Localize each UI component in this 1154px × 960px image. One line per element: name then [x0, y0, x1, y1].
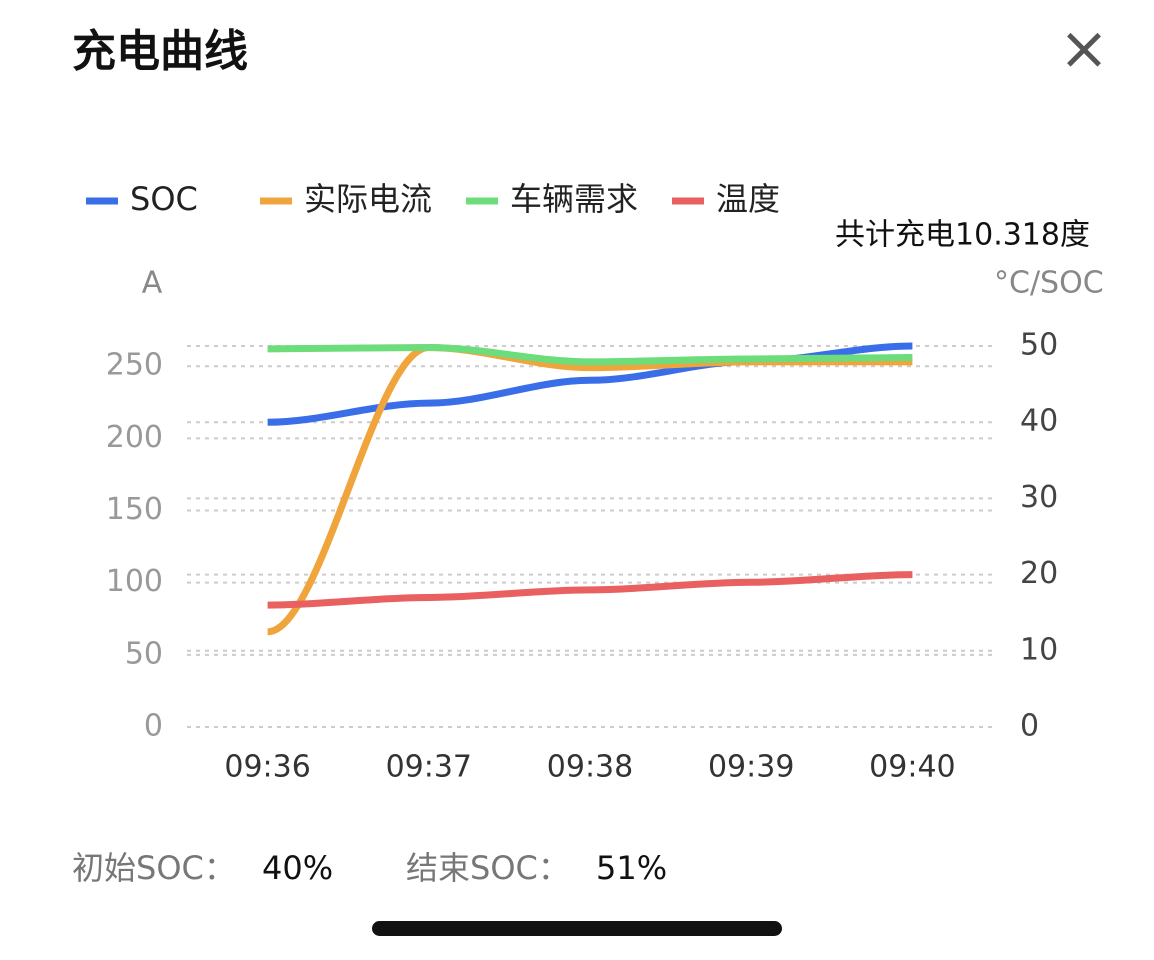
- y-tick-label: 0: [144, 709, 163, 744]
- start-soc-value: 40%: [262, 849, 333, 887]
- end-soc-label: 结束SOC：: [406, 849, 570, 887]
- y-tick-label: 250: [106, 348, 163, 383]
- close-button[interactable]: ×: [1059, 14, 1109, 84]
- series-line: [267, 571, 913, 609]
- home-indicator: [372, 921, 782, 936]
- y2-tick-label: 10: [1020, 632, 1058, 667]
- x-tick-label: 09:40: [869, 750, 955, 785]
- legend-label: 温度: [716, 180, 780, 218]
- legend-label: SOC: [130, 180, 198, 218]
- y2-axis-label: °C/SOC: [994, 266, 1104, 301]
- y-tick-label: 50: [125, 636, 163, 671]
- y2-tick-label: 20: [1020, 556, 1058, 591]
- x-tick-label: 09:36: [224, 750, 310, 785]
- y2-tick-label: 30: [1020, 480, 1058, 515]
- y-tick-label: 200: [106, 420, 163, 455]
- y2-tick-label: 50: [1020, 328, 1058, 363]
- y2-tick-label: 40: [1020, 404, 1058, 439]
- x-tick-label: 09:37: [386, 750, 472, 785]
- annotation: 共计充电10.318度: [835, 218, 1090, 253]
- legend: SOC 实际电流 车辆需求 温度: [86, 180, 780, 218]
- y-tick-label: 100: [106, 564, 163, 599]
- series-line: [267, 343, 913, 366]
- y-tick-label: 150: [106, 492, 163, 527]
- legend-label: 实际电流: [304, 180, 432, 218]
- x-tick-label: 09:38: [547, 750, 633, 785]
- legend-label: 车辆需求: [510, 180, 638, 218]
- x-tick-label: 09:39: [708, 750, 794, 785]
- end-soc-value: 51%: [596, 849, 667, 887]
- y-axis-label: A: [142, 266, 163, 301]
- y2-tick-label: 0: [1020, 709, 1039, 744]
- start-soc-label: 初始SOC：: [72, 849, 236, 887]
- title: 充电曲线: [72, 26, 248, 77]
